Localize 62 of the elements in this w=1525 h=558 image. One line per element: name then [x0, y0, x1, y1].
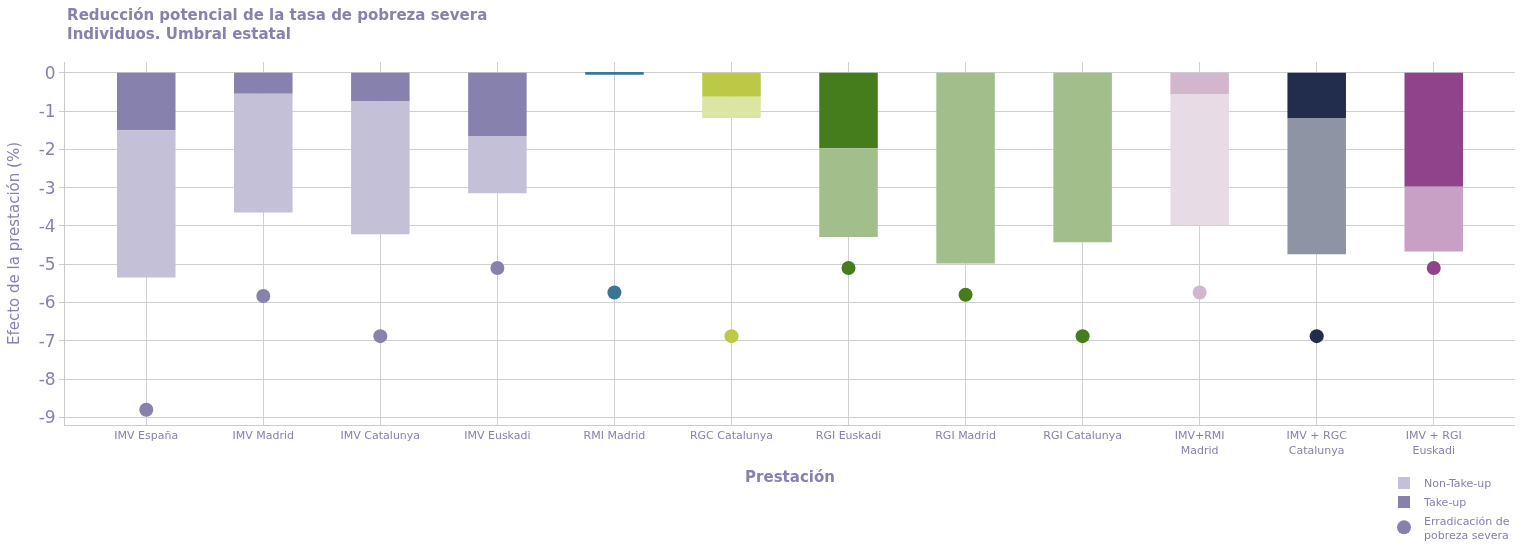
point — [724, 329, 739, 344]
bar — [234, 72, 293, 94]
y-tick-label: -9 — [38, 407, 56, 428]
x-tick-label: RGI Catalunya — [1043, 429, 1122, 443]
bar — [234, 93, 293, 213]
y-tick-label: -5 — [38, 254, 56, 275]
point — [1426, 261, 1441, 275]
x-tick-label: IMV Madrid — [232, 429, 295, 443]
bar — [819, 148, 878, 237]
x-tick-label: RGC Catalunya — [689, 429, 774, 443]
legend-label: Take-up — [1423, 496, 1467, 510]
x-tick-label: RMI Madrid — [583, 429, 646, 443]
x-tick-label: RGI Madrid — [935, 429, 996, 443]
y-tick-label: -1 — [38, 100, 56, 121]
bar — [1287, 117, 1346, 255]
point — [373, 329, 388, 344]
bar — [936, 72, 995, 264]
x-tick-label: IMV + RGI Euskadi — [1405, 429, 1462, 457]
bar — [585, 72, 644, 75]
x-tick-label: IMV Euskadi — [464, 429, 531, 443]
point — [139, 402, 154, 417]
bar — [1170, 94, 1229, 226]
y-tick-label: -6 — [38, 292, 56, 313]
bar — [819, 72, 878, 149]
x-tick-label: IMV+RMI Madrid — [1174, 429, 1225, 457]
bar — [351, 101, 410, 235]
y-tick-label: -2 — [38, 139, 56, 160]
legend-label: Non-Take-up — [1424, 477, 1492, 491]
chart-subtitle: Individuos. Umbral estatal — [67, 25, 291, 44]
x-axis-title: Prestación — [745, 467, 835, 486]
bar — [351, 72, 410, 102]
point — [841, 261, 856, 275]
x-tick-label: IMV España — [114, 429, 179, 443]
bar — [1053, 72, 1112, 243]
point — [1192, 285, 1207, 300]
bar — [468, 135, 527, 194]
bar — [1404, 186, 1464, 252]
y-axis-title: Efecto de la prestación (%) — [4, 141, 23, 346]
bar — [1404, 72, 1464, 187]
point — [1075, 329, 1090, 344]
bar — [468, 72, 527, 136]
bar — [1170, 72, 1229, 95]
bar — [1287, 72, 1346, 118]
bar — [702, 96, 761, 118]
x-tick-label: IMV + RGC Catalunya — [1286, 429, 1348, 457]
x-tick-label: IMV Catalunya — [340, 429, 421, 443]
point — [490, 261, 505, 275]
y-tick-label: -3 — [38, 177, 56, 198]
bar — [116, 72, 176, 131]
x-tick-label: RGI Euskadi — [815, 429, 882, 443]
y-tick-label: 0 — [44, 62, 56, 83]
point — [958, 287, 973, 302]
bar — [116, 130, 176, 278]
y-tick-label: -8 — [38, 369, 56, 389]
y-tick-label: -4 — [38, 215, 56, 236]
legend-label: Erradicación de pobreza severa — [1424, 514, 1510, 542]
point — [1309, 329, 1324, 344]
point — [607, 285, 622, 300]
point — [256, 288, 271, 303]
bar — [702, 72, 761, 97]
y-tick-label: -7 — [38, 330, 56, 351]
chart-title: Reducción potencial de la tasa de pobreza severa — [67, 5, 488, 24]
